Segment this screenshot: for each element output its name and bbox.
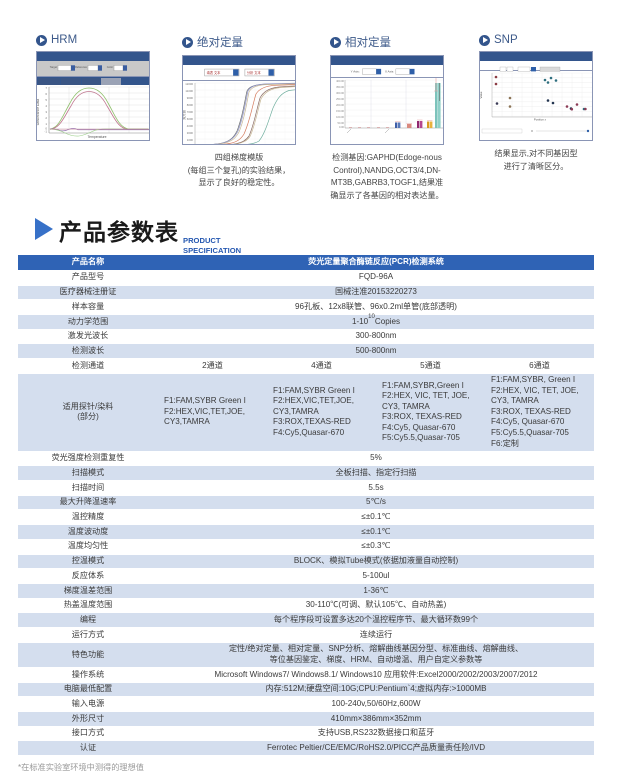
svg-text:Temperature: Temperature bbox=[87, 135, 106, 139]
svg-text:400.00: 400.00 bbox=[336, 79, 344, 83]
svg-text:7: 7 bbox=[45, 86, 47, 90]
svg-text:150.00: 150.00 bbox=[336, 109, 344, 113]
svg-text:1000: 1000 bbox=[187, 138, 194, 142]
svg-text:Position x: Position x bbox=[534, 118, 547, 122]
svg-text:X Axis:: X Axis: bbox=[385, 69, 394, 73]
svg-text:Value: Value bbox=[480, 91, 483, 98]
svg-text:200.00: 200.00 bbox=[336, 103, 344, 107]
svg-text:9000: 9000 bbox=[187, 96, 194, 100]
svg-text:填表 文本: 填表 文本 bbox=[207, 70, 222, 75]
svg-text:3000: 3000 bbox=[187, 131, 194, 135]
svg-text:12000: 12000 bbox=[185, 82, 193, 86]
svg-text:8000: 8000 bbox=[187, 103, 194, 107]
svg-text:300.00: 300.00 bbox=[336, 91, 344, 95]
svg-text:0.00: 0.00 bbox=[339, 125, 345, 129]
svg-text:11000: 11000 bbox=[185, 89, 193, 93]
svg-text:2: 2 bbox=[45, 116, 47, 120]
svg-text:-1: -1 bbox=[44, 130, 47, 134]
svg-text:3: 3 bbox=[45, 110, 47, 114]
svg-text:1: 1 bbox=[45, 122, 47, 126]
svg-text:6: 6 bbox=[45, 92, 47, 96]
svg-text:250.00: 250.00 bbox=[336, 97, 344, 101]
svg-text:350.00: 350.00 bbox=[336, 85, 344, 89]
svg-text:荧光值: 荧光值 bbox=[183, 109, 186, 119]
svg-text:7000: 7000 bbox=[187, 110, 194, 114]
svg-text:Reference: Reference bbox=[75, 65, 88, 69]
svg-text:Obsorvance Data: Obsorvance Data bbox=[37, 99, 40, 125]
svg-text:100.00: 100.00 bbox=[336, 115, 344, 119]
svg-text:6000: 6000 bbox=[187, 117, 194, 121]
svg-text:Target: Target bbox=[50, 65, 57, 69]
svg-text:4000: 4000 bbox=[187, 124, 194, 128]
svg-text:4: 4 bbox=[45, 104, 47, 108]
svg-text:分析 文本: 分析 文本 bbox=[247, 70, 262, 75]
svg-text:0: 0 bbox=[191, 143, 193, 145]
svg-text:5: 5 bbox=[45, 98, 47, 102]
svg-text:Color: Color bbox=[107, 65, 113, 69]
svg-text:50.00: 50.00 bbox=[338, 121, 345, 125]
svg-text:Y Axis:: Y Axis: bbox=[351, 69, 360, 73]
